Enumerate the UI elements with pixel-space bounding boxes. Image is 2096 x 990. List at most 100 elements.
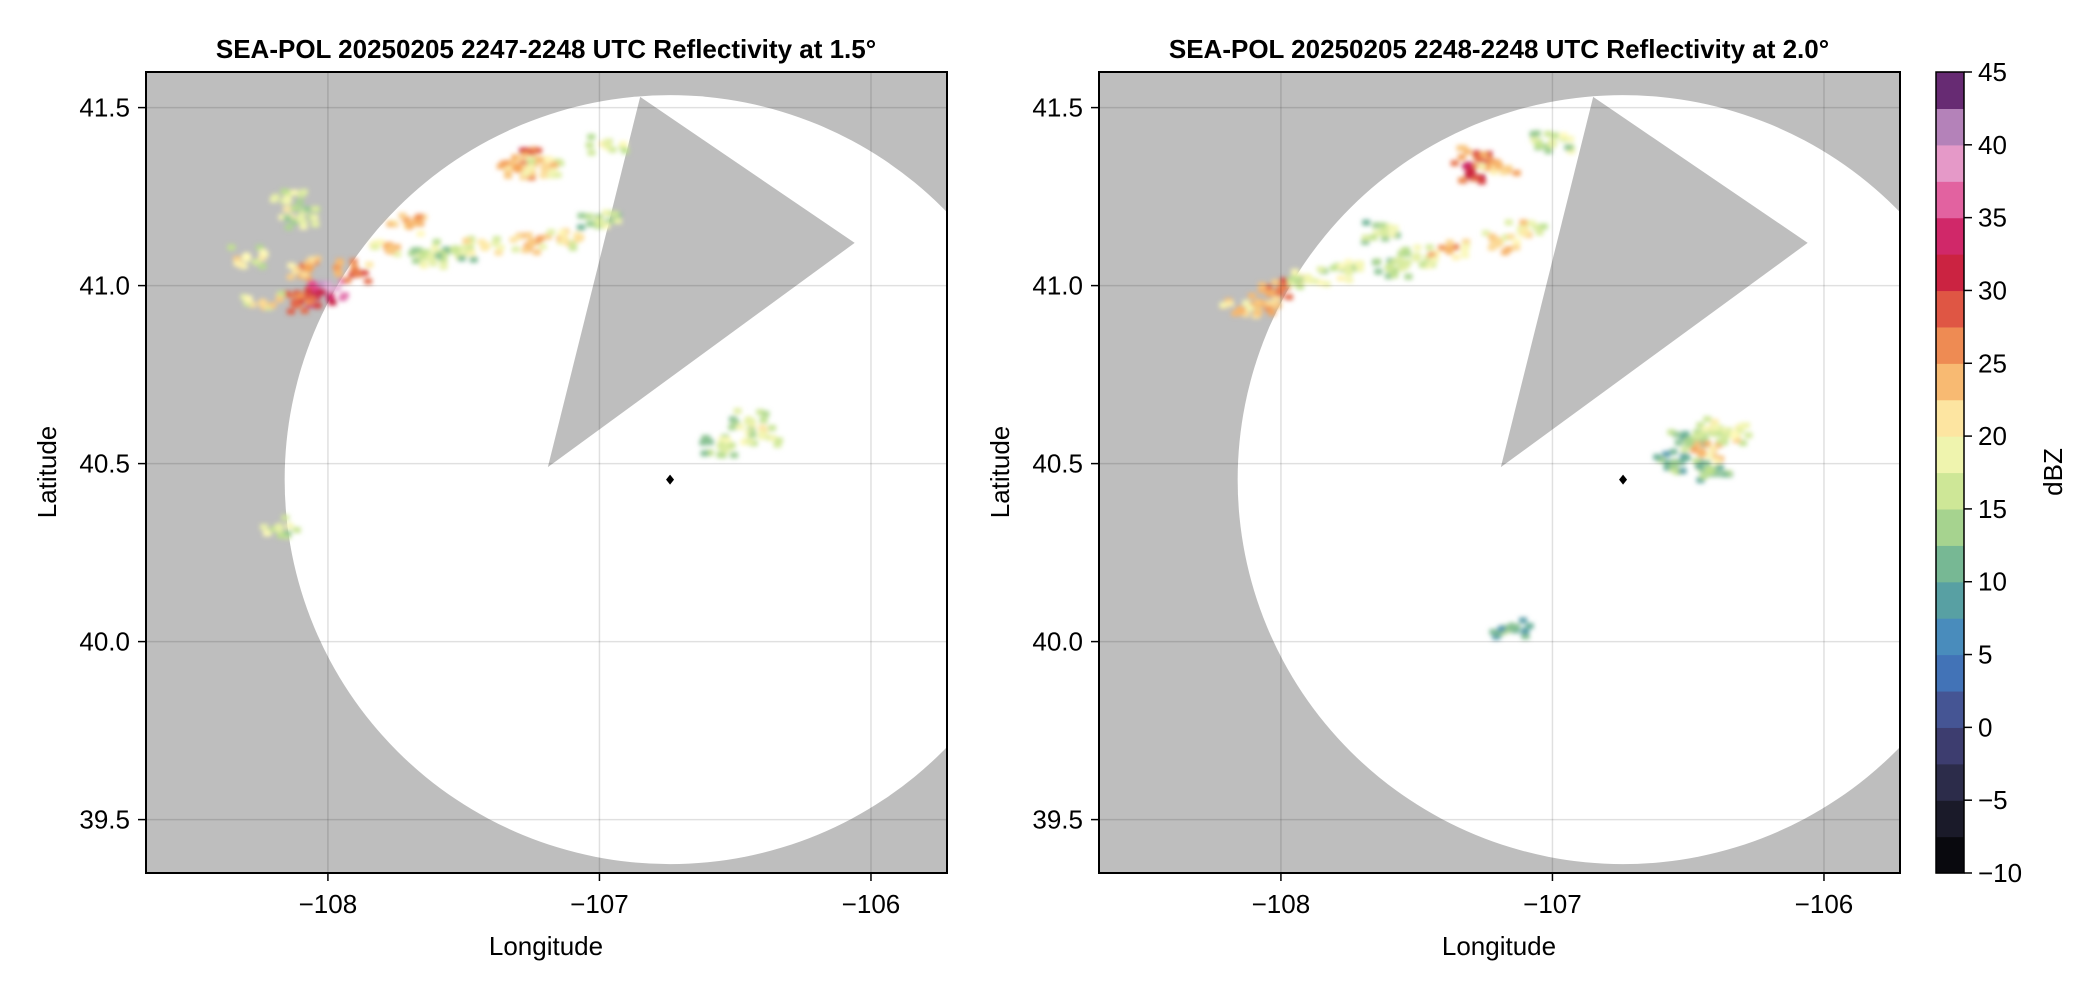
x-tick-label: −108 bbox=[299, 889, 358, 919]
echo-cell bbox=[1464, 173, 1473, 180]
echo-cell bbox=[1231, 310, 1240, 317]
colorbar-band bbox=[1936, 581, 1964, 619]
echo-cell bbox=[587, 149, 596, 156]
echo-core bbox=[1493, 159, 1504, 170]
echo-cell bbox=[1716, 438, 1725, 445]
echo-cell bbox=[1521, 627, 1530, 634]
echo-core bbox=[526, 237, 537, 248]
echo-cell bbox=[259, 249, 268, 256]
echo-cell bbox=[1739, 440, 1747, 447]
echo-cell bbox=[1373, 258, 1382, 265]
echo-cell bbox=[514, 233, 523, 240]
echo-cell bbox=[1477, 178, 1486, 185]
echo-cell bbox=[1403, 251, 1412, 257]
echo-cell bbox=[1708, 445, 1717, 452]
echo-cell bbox=[1695, 462, 1704, 469]
echo-cell bbox=[577, 224, 585, 231]
echo-cell bbox=[1381, 235, 1390, 242]
echo-cell bbox=[349, 258, 358, 265]
colorbar-band bbox=[1936, 836, 1964, 874]
x-tick-label: −106 bbox=[842, 889, 901, 919]
echo-cell bbox=[1701, 426, 1710, 432]
echo-cell bbox=[1499, 169, 1508, 176]
echo-core bbox=[1444, 245, 1455, 255]
colorbar-band bbox=[1936, 254, 1964, 292]
echo-cell bbox=[462, 238, 471, 244]
echo-cell bbox=[533, 238, 541, 245]
y-axis-ticks: 39.5 40.0 40.5 41.0 41.5 bbox=[79, 93, 146, 835]
echo-cell bbox=[258, 254, 266, 261]
echo-core bbox=[480, 241, 491, 252]
colorbar-band bbox=[1936, 436, 1964, 474]
echo-cell bbox=[1423, 254, 1432, 261]
colorbar-band bbox=[1936, 654, 1964, 692]
echo-cell bbox=[716, 451, 725, 458]
echo-cell bbox=[1495, 630, 1504, 637]
echo-cell bbox=[1519, 219, 1528, 226]
echo-cell bbox=[1485, 156, 1494, 163]
echo-cell bbox=[1382, 224, 1391, 231]
echo-cell bbox=[1559, 135, 1568, 142]
echo-cell bbox=[1680, 446, 1689, 453]
echo-cell bbox=[1712, 458, 1721, 465]
echo-cell bbox=[439, 263, 448, 270]
echo-cell bbox=[328, 299, 337, 306]
echo-cell bbox=[1481, 230, 1490, 237]
echo-cell bbox=[233, 256, 242, 262]
echo-core bbox=[1729, 430, 1740, 441]
echo-cell bbox=[415, 213, 424, 220]
echo-cell bbox=[511, 246, 520, 253]
echo-cell bbox=[508, 159, 517, 166]
echo-cell bbox=[1265, 289, 1273, 296]
y-tick-label: 41.5 bbox=[1032, 93, 1083, 123]
echo-cell bbox=[527, 174, 536, 181]
echo-cell bbox=[277, 290, 286, 297]
echo-cell bbox=[299, 188, 308, 195]
echo-cell bbox=[1489, 629, 1498, 635]
echo-cell bbox=[313, 302, 322, 309]
reflectivity-echoes bbox=[1219, 130, 1753, 640]
y-tick-label: 39.5 bbox=[79, 805, 130, 835]
echo-cell bbox=[1550, 132, 1559, 139]
x-tick-label: −107 bbox=[570, 889, 629, 919]
echo-cell bbox=[1351, 265, 1360, 272]
echo-cell bbox=[419, 260, 428, 267]
echo-cell bbox=[1287, 276, 1295, 283]
echo-cell bbox=[310, 214, 319, 221]
echo-cell bbox=[1329, 265, 1338, 272]
colorbar-band bbox=[1936, 800, 1964, 838]
echo-cell bbox=[1374, 268, 1383, 275]
echo-cell bbox=[1282, 283, 1291, 290]
echo-cell bbox=[303, 274, 312, 281]
echo-cell bbox=[332, 264, 341, 271]
echo-cell bbox=[569, 240, 578, 247]
echo-cell bbox=[1384, 273, 1393, 280]
echo-cell bbox=[522, 170, 531, 177]
echo-cell bbox=[1404, 273, 1413, 280]
echo-cell bbox=[307, 256, 316, 263]
echo-cell bbox=[1669, 448, 1678, 455]
echo-cell bbox=[1502, 234, 1511, 241]
echo-cell bbox=[1361, 238, 1370, 245]
echo-cell bbox=[1527, 220, 1536, 227]
echo-core bbox=[450, 245, 461, 255]
echo-cell bbox=[251, 259, 260, 265]
echo-cell bbox=[300, 271, 309, 278]
echo-cell bbox=[614, 218, 622, 225]
echo-cell bbox=[269, 196, 278, 203]
echo-cell bbox=[300, 307, 309, 314]
echo-cell bbox=[1535, 229, 1544, 236]
echo-cell bbox=[385, 242, 393, 248]
echo-cell bbox=[1254, 310, 1263, 317]
echo-cell bbox=[1480, 151, 1489, 158]
echo-cell bbox=[281, 514, 290, 521]
echo-cell bbox=[467, 239, 475, 246]
echo-cell bbox=[1531, 223, 1540, 230]
echo-cell bbox=[619, 141, 628, 148]
x-tick-label: −108 bbox=[1252, 889, 1311, 919]
echo-cell bbox=[1490, 168, 1499, 175]
echo-cell bbox=[1390, 272, 1399, 279]
echo-cell bbox=[1718, 427, 1727, 434]
echo-cell bbox=[492, 236, 501, 243]
echo-cell bbox=[521, 247, 530, 254]
